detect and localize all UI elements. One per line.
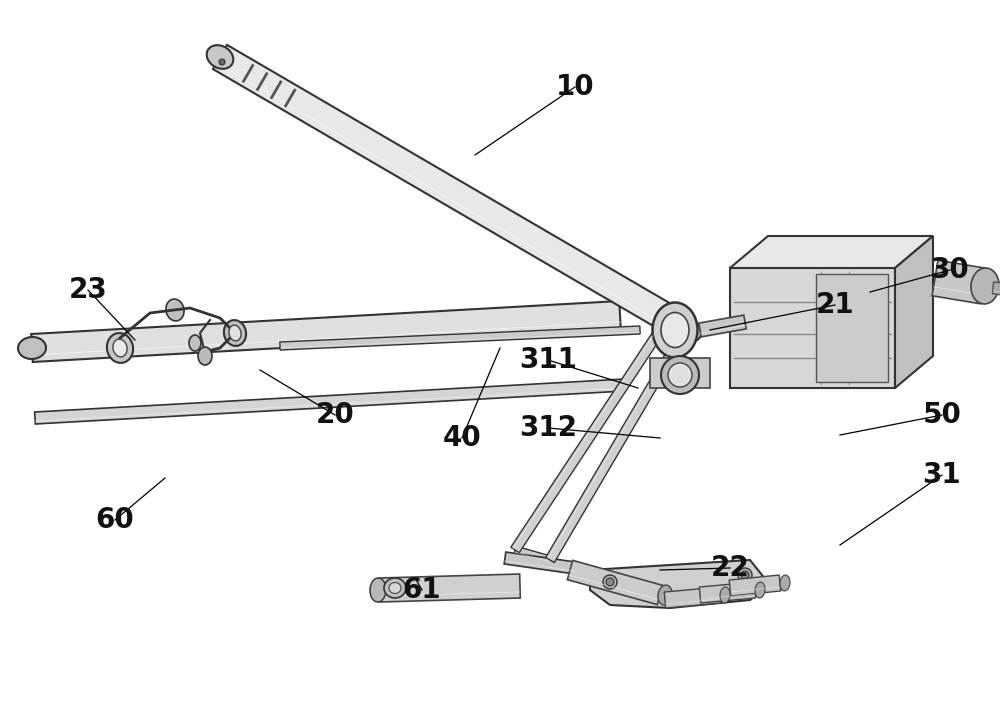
Ellipse shape <box>668 363 692 387</box>
Polygon shape <box>213 45 695 342</box>
Text: 60: 60 <box>96 506 134 534</box>
Bar <box>650 358 710 388</box>
Ellipse shape <box>780 575 790 591</box>
Ellipse shape <box>229 325 241 341</box>
Polygon shape <box>730 268 895 388</box>
Text: 30: 30 <box>931 256 969 284</box>
Text: 10: 10 <box>556 73 594 101</box>
Polygon shape <box>511 309 676 553</box>
Ellipse shape <box>720 587 730 603</box>
Ellipse shape <box>189 335 201 351</box>
Text: 31: 31 <box>923 461 961 489</box>
Polygon shape <box>35 379 625 424</box>
Polygon shape <box>895 236 933 388</box>
Polygon shape <box>730 236 933 268</box>
Polygon shape <box>992 282 1000 296</box>
Polygon shape <box>31 301 621 362</box>
Ellipse shape <box>18 337 46 359</box>
Text: 23: 23 <box>69 276 107 304</box>
Ellipse shape <box>755 582 765 598</box>
Polygon shape <box>504 552 576 574</box>
Ellipse shape <box>606 578 614 586</box>
Ellipse shape <box>738 568 752 582</box>
Ellipse shape <box>219 59 225 65</box>
Text: 50: 50 <box>923 401 961 429</box>
Bar <box>816 274 888 382</box>
Polygon shape <box>567 561 663 604</box>
Polygon shape <box>514 546 551 564</box>
Text: 22: 22 <box>711 554 749 582</box>
Ellipse shape <box>198 347 212 365</box>
Ellipse shape <box>370 578 386 602</box>
Ellipse shape <box>661 313 689 347</box>
Polygon shape <box>380 574 520 602</box>
Ellipse shape <box>389 582 401 594</box>
Text: 40: 40 <box>443 424 481 452</box>
Polygon shape <box>699 582 756 603</box>
Ellipse shape <box>207 45 233 68</box>
Polygon shape <box>546 330 688 563</box>
Ellipse shape <box>384 578 406 598</box>
Polygon shape <box>932 261 986 304</box>
Ellipse shape <box>603 575 617 589</box>
Polygon shape <box>699 315 746 337</box>
Ellipse shape <box>971 268 999 304</box>
Ellipse shape <box>661 356 699 394</box>
Text: 312: 312 <box>519 414 577 442</box>
Ellipse shape <box>107 333 133 363</box>
Polygon shape <box>729 575 781 596</box>
Polygon shape <box>280 326 640 350</box>
Text: 20: 20 <box>316 401 354 429</box>
Text: 21: 21 <box>816 291 854 319</box>
Ellipse shape <box>113 339 127 357</box>
Ellipse shape <box>741 571 749 579</box>
Ellipse shape <box>675 318 701 342</box>
Ellipse shape <box>224 320 246 346</box>
Ellipse shape <box>652 302 698 357</box>
Ellipse shape <box>658 585 672 605</box>
Polygon shape <box>590 560 770 608</box>
Polygon shape <box>664 587 721 608</box>
Text: 311: 311 <box>519 346 577 374</box>
Ellipse shape <box>166 299 184 321</box>
Text: 61: 61 <box>403 576 441 604</box>
